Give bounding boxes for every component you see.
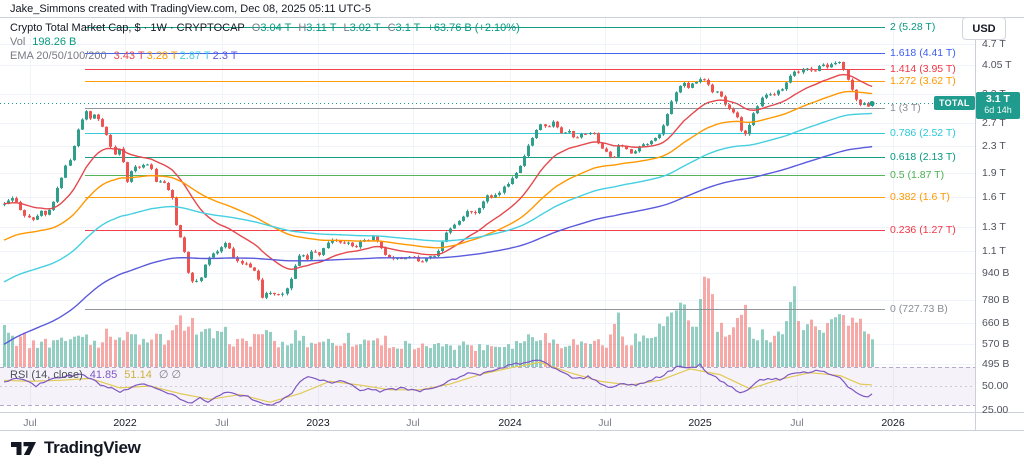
- price-axis-tick: 4.05 T: [982, 59, 1012, 71]
- time-axis-tick: Jul: [598, 417, 612, 429]
- rsi-ma-value: 51.14: [124, 368, 152, 381]
- fib-level-label: 0.618 (2.13 T): [890, 150, 956, 163]
- price-axis-tick: 1.6 T: [982, 191, 1006, 204]
- ema-legend-row[interactable]: EMA 20/50/100/200 3.43 T 3.28 T 2.87 T 2.3 …: [10, 49, 520, 63]
- fib-level-label: 1.414 (3.95 T): [890, 62, 956, 75]
- price-axis-tick: 2.7 T: [982, 116, 1006, 129]
- ema-value: 3.43 T: [113, 50, 145, 62]
- currency-toggle-button[interactable]: USD: [962, 17, 1006, 40]
- ema-value: 3.28 T: [146, 50, 178, 62]
- tradingview-logo-text: TradingView: [44, 438, 141, 457]
- rsi-legend-row[interactable]: RSI (14, close) 41.85 51.14 ∅ ∅: [10, 368, 182, 382]
- time-axis-tick: Jul: [406, 417, 420, 429]
- time-axis-tick: 2024: [498, 417, 522, 429]
- ohlc-open: O3.04 T: [251, 22, 292, 34]
- volume-legend-row[interactable]: Vol 198.26 B: [10, 35, 520, 49]
- price-axis-tick: 4.7 T: [982, 37, 1006, 50]
- ema-values: 3.43 T 3.28 T 2.87 T 2.3 T: [114, 50, 240, 62]
- legend: Crypto Total Market Cap, $ · 1W · CRYPTO…: [10, 21, 520, 63]
- time-axis-tick: 2026: [881, 417, 905, 429]
- rsi-empty-slots: ∅ ∅: [158, 369, 182, 381]
- tradingview-logo[interactable]: TradingView: [10, 438, 141, 458]
- fib-level-label: 0.5 (1.87 T): [890, 169, 945, 182]
- rsi-value: 41.85: [89, 368, 118, 381]
- fib-level-label: 1.272 (3.62 T): [890, 74, 956, 87]
- price-axis-tick: 1.9 T: [982, 166, 1006, 179]
- time-axis-tick: 2022: [113, 417, 137, 429]
- price-axis-tick: 1.1 T: [982, 244, 1006, 257]
- volume-value: 198.26 B: [32, 36, 77, 48]
- ema-value: 2.87 T: [179, 50, 211, 62]
- ema-value: 2.3 T: [212, 50, 238, 62]
- last-price-badge[interactable]: 3.1 T 6d 14h: [976, 92, 1020, 119]
- time-axis-tick: Jul: [790, 417, 804, 429]
- time-axis-tick: Jul: [23, 417, 37, 429]
- fib-level-label: 0.236 (1.27 T): [890, 224, 956, 237]
- price-axis-tick: 780 B: [982, 293, 1010, 306]
- fib-level-label: 2 (5.28 T): [890, 21, 936, 34]
- price-axis-tick: 570 B: [982, 338, 1010, 351]
- price-axis-tick: 660 B: [982, 317, 1010, 330]
- ohlc-high: H3.11 T: [298, 22, 337, 34]
- symbol-legend-row[interactable]: Crypto Total Market Cap, $ · 1W · CRYPTO…: [10, 21, 520, 35]
- ohlc-low: L3.02 T: [343, 22, 381, 34]
- fib-level-label: 1 (3 T): [890, 101, 921, 114]
- fib-level-label: 0 (727.73 B): [890, 303, 948, 316]
- time-axis-tick: 2023: [306, 417, 330, 429]
- change-value: +63.76 B (+2.10%): [427, 22, 520, 34]
- ohlc-close: C3.1 T: [387, 22, 421, 34]
- time-axis-tick: Jul: [215, 417, 229, 429]
- fib-level-label: 0.786 (2.52 T): [890, 126, 956, 139]
- last-price-value: 3.1 T: [986, 93, 1010, 105]
- attribution-text: Jake_Simmons created with TradingView.co…: [10, 3, 371, 15]
- symbol-title: Crypto Total Market Cap, $ · 1W · CRYPTO…: [10, 22, 245, 34]
- rsi-label: RSI (14, close): [10, 368, 83, 381]
- symbol-price-tag[interactable]: TOTAL: [934, 96, 975, 110]
- volume-label: Vol: [10, 36, 26, 48]
- price-axis-tick: 1.3 T: [982, 220, 1006, 233]
- fib-level-label: 0.382 (1.6 T): [890, 191, 950, 204]
- price-axis-tick: 495 B: [982, 358, 1010, 371]
- time-axis-tick: 2025: [688, 417, 712, 429]
- rsi-axis-tick: 50.00: [982, 380, 1009, 392]
- price-axis-tick: 940 B: [982, 266, 1010, 279]
- price-axis-tick: 2.3 T: [982, 139, 1006, 152]
- fib-level-label: 1.618 (4.41 T): [890, 46, 956, 59]
- ema-label: EMA 20/50/100/200: [10, 50, 107, 62]
- rsi-axis-tick: 25.00: [982, 403, 1009, 416]
- bar-countdown: 6d 14h: [984, 105, 1012, 115]
- tradingview-logo-icon: [11, 442, 36, 455]
